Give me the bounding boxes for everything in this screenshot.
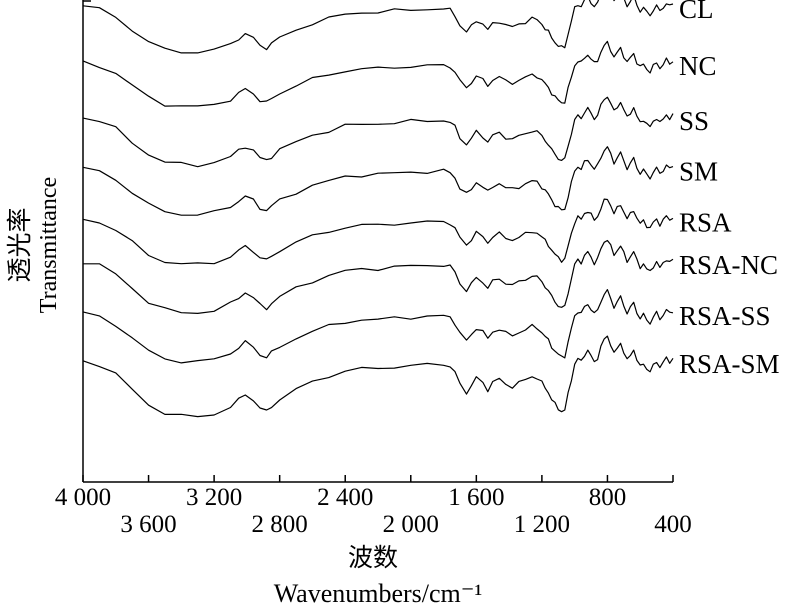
x-tick-label: 3 200 <box>186 484 242 511</box>
series-label: SM <box>679 157 718 187</box>
x-tick-label: 1 200 <box>514 511 570 538</box>
x-tick-label: 3 600 <box>120 511 176 538</box>
series-line-ss <box>82 96 674 168</box>
y-axis-title-en: Transmittance <box>36 177 62 313</box>
series-line-nc <box>82 40 674 107</box>
y-axis-title-group: 透光率 <box>5 207 34 282</box>
x-tick-label: 800 <box>589 484 627 511</box>
x-ticks: 4 000 3 200 2 400 1 600 800 3 600 2 800 2 000 1 … <box>55 475 692 538</box>
series-label: NC <box>679 51 717 81</box>
series-label: RSA-SS <box>679 301 771 331</box>
x-tick-label: 2 000 <box>383 511 439 538</box>
series-label: RSA-NC <box>679 250 778 280</box>
series-label: CL <box>679 0 714 24</box>
series-line-cl <box>82 0 674 54</box>
x-axis-title-en: Wavenumbers/cm⁻¹ <box>274 579 483 606</box>
series-curves <box>82 0 674 418</box>
y-axis-title-cn: 透光率 <box>5 207 34 282</box>
x-tick-label: 1 600 <box>448 484 504 511</box>
series-line-rsa-ss <box>82 289 674 364</box>
series-line-rsa-sm <box>82 335 674 418</box>
x-tick-label: 2 400 <box>317 484 373 511</box>
y-axis-title-en-group: Transmittance <box>36 177 62 313</box>
x-tick-label: 2 800 <box>252 511 308 538</box>
x-tick-label: 4 000 <box>55 484 111 511</box>
x-axis-title-cn: 波数 <box>348 543 398 572</box>
series-labels: CL NC SS SM RSA RSA-NC RSA-SS RSA-SM <box>679 0 780 379</box>
series-line-sm <box>82 146 674 216</box>
series-label: SS <box>679 106 709 136</box>
x-tick-label: 400 <box>654 511 692 538</box>
series-label: RSA-SM <box>679 349 780 379</box>
series-line-rsa <box>82 198 674 265</box>
series-label: RSA <box>679 207 732 237</box>
series-line-rsa-nc <box>83 239 674 314</box>
